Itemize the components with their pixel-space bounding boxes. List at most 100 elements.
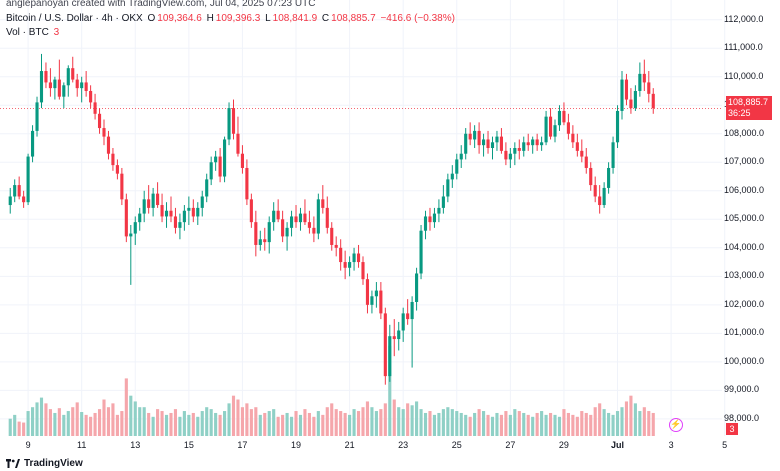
volume-bar — [334, 409, 338, 436]
volume-bar — [432, 414, 437, 436]
volume-bar — [522, 412, 526, 436]
candle-body — [620, 79, 624, 111]
volume-bar — [240, 407, 244, 436]
candle-body — [629, 99, 633, 109]
volume-bar — [124, 378, 128, 436]
volume-bar — [544, 414, 548, 436]
candle-body — [486, 139, 490, 149]
volume-bar — [231, 395, 236, 436]
candle-body — [598, 196, 602, 206]
x-tick-label: 17 — [237, 440, 248, 450]
candle-body — [39, 71, 44, 103]
volume-bar — [633, 403, 637, 436]
volume-bar — [517, 411, 521, 436]
volume-bar — [218, 414, 222, 436]
lightning-icon[interactable]: ⚡ — [669, 418, 683, 432]
candle-body — [370, 296, 374, 305]
candle-body — [388, 336, 392, 377]
volume-bar — [482, 411, 486, 436]
candle-body — [267, 222, 271, 243]
volume-bar — [553, 414, 557, 436]
volume-bar — [71, 407, 75, 436]
candle-body — [84, 82, 88, 91]
volume-bar — [571, 414, 575, 436]
volume-bar — [26, 411, 30, 436]
candle-body — [321, 199, 325, 208]
candle-body — [544, 116, 548, 143]
current-price-value: 108,885.7 — [728, 97, 769, 107]
candle-body — [218, 156, 222, 177]
x-tick-label: 19 — [291, 440, 302, 450]
y-tick-label: 107,000.0 — [724, 156, 765, 167]
candle-body — [231, 108, 236, 134]
volume-bar — [75, 402, 79, 436]
candle-body — [339, 247, 343, 263]
candle-body — [129, 233, 133, 237]
volume-bar — [89, 416, 93, 436]
candlesticks — [8, 53, 655, 385]
volume-bar — [370, 407, 374, 436]
candle-body — [75, 79, 79, 89]
volume-bar — [62, 414, 66, 436]
candle-body — [334, 244, 338, 248]
candle-body — [209, 162, 213, 180]
candle-body — [240, 153, 244, 168]
candle-body — [102, 128, 106, 137]
volume-bar — [504, 411, 508, 436]
candle-body — [535, 139, 539, 146]
candle-body — [575, 142, 579, 151]
candle-body — [642, 73, 646, 83]
volume-bar — [374, 411, 378, 436]
candle-body — [432, 213, 437, 223]
candle-body — [138, 213, 142, 223]
volume-bar — [111, 403, 115, 436]
volume-bar — [115, 414, 119, 436]
volume-bar — [102, 399, 106, 436]
volume-bar — [446, 407, 450, 436]
volume-label: Vol · BTC — [6, 27, 49, 38]
y-tick-label: 103,000.0 — [724, 270, 765, 281]
candle-body — [410, 301, 414, 320]
candle-body — [513, 148, 517, 154]
candle-body — [285, 227, 289, 237]
volume-bar — [535, 412, 539, 436]
volume-bar — [249, 409, 253, 436]
x-tick-label: 3 — [668, 440, 674, 450]
candle-body — [97, 113, 102, 129]
volume-bar — [459, 412, 463, 436]
candle-body — [147, 199, 151, 208]
volume-bar — [352, 409, 356, 436]
volume-bar — [316, 411, 320, 436]
candle-body — [289, 216, 294, 228]
volume-value: 3 — [53, 27, 60, 38]
candle-body — [482, 139, 486, 146]
y-tick-label: 105,000.0 — [724, 213, 765, 224]
y-tick-label: 106,000.0 — [724, 184, 765, 195]
chart-credit: anglepanoyan created with TradingView.co… — [6, 0, 316, 9]
volume-bar — [584, 412, 588, 436]
candle-body — [468, 133, 472, 140]
candle-body — [66, 68, 70, 86]
volume-bar — [330, 403, 334, 436]
close-label: C — [321, 13, 330, 24]
volume-bar — [245, 403, 249, 436]
candle-body — [383, 313, 387, 377]
volume-bar — [598, 403, 602, 436]
volume-bar — [428, 411, 432, 436]
candle-body — [392, 336, 396, 340]
candle-body — [316, 199, 320, 234]
candle-body — [57, 79, 61, 97]
volume-bar — [620, 407, 624, 436]
candle-body — [173, 216, 178, 228]
volume-bar — [272, 409, 276, 436]
volume-bar — [562, 409, 566, 436]
volume-bar — [477, 409, 481, 436]
tradingview-logo-icon — [6, 459, 20, 468]
volume-header: Vol · BTC 3 — [6, 27, 61, 38]
candle-body — [53, 79, 57, 89]
x-tick-label: 13 — [130, 440, 141, 450]
volume-bar — [392, 399, 396, 436]
candle-body — [611, 142, 615, 168]
candle-body — [464, 133, 468, 154]
